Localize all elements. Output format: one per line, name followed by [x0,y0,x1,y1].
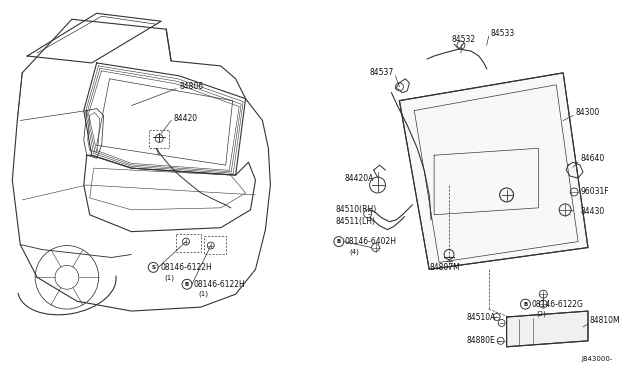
Text: 84420: 84420 [173,114,197,123]
Text: S: S [151,265,156,270]
Text: 08146-6402H: 08146-6402H [345,237,397,246]
Text: 96031F: 96031F [580,187,609,196]
Text: 84532: 84532 [451,35,475,44]
Text: 84880E: 84880E [467,336,495,345]
Text: 08146-6122G: 08146-6122G [531,299,583,309]
Text: (2): (2) [536,311,547,317]
Text: 84300: 84300 [575,108,599,117]
Polygon shape [507,311,588,347]
Text: 84810M: 84810M [590,317,621,326]
Text: (1): (1) [164,274,174,280]
Text: 84640: 84640 [580,154,604,163]
Text: J843000-: J843000- [581,356,612,362]
Text: 84537: 84537 [370,68,394,77]
Text: 84511(LH): 84511(LH) [336,217,376,226]
Text: B: B [524,302,527,307]
Text: B: B [337,239,341,244]
Text: 08146-6122H: 08146-6122H [160,263,212,272]
Text: (1): (1) [198,291,208,298]
Text: 84420A: 84420A [345,174,374,183]
Text: 84807M: 84807M [429,263,460,272]
Polygon shape [399,73,588,269]
Text: (4): (4) [350,248,360,255]
Text: 84510A: 84510A [467,312,496,321]
Text: 84510(RH): 84510(RH) [336,205,377,214]
Text: 84430: 84430 [580,207,604,216]
Text: 84533: 84533 [491,29,515,38]
Text: 08146-6122H: 08146-6122H [194,280,246,289]
Text: B: B [185,282,189,287]
Text: 84806: 84806 [179,82,203,91]
